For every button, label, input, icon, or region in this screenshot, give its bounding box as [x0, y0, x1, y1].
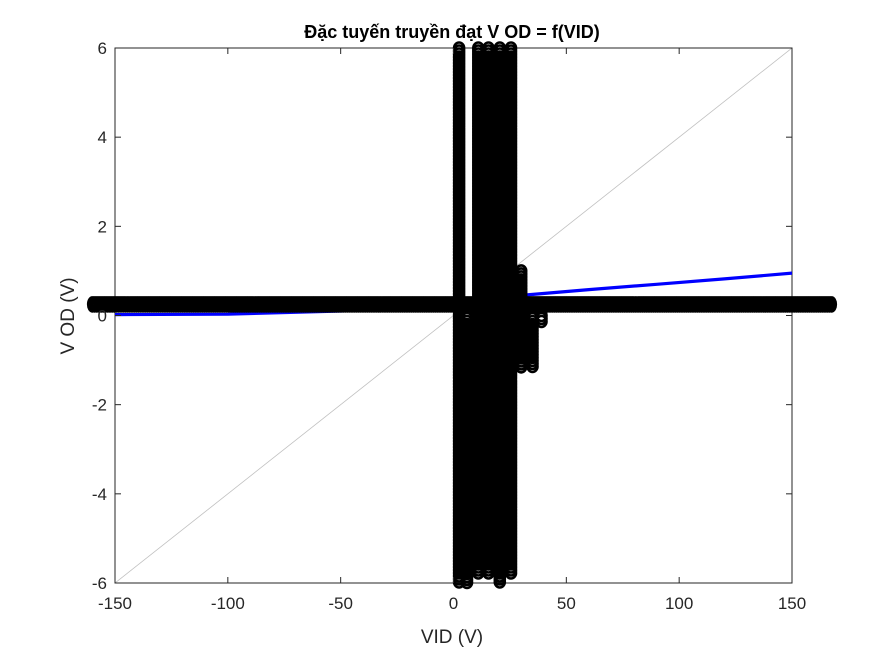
- marker-point: [526, 359, 539, 374]
- marker-point: [460, 575, 474, 590]
- x-tick-label: -100: [211, 594, 245, 613]
- y-tick-label: 4: [98, 128, 107, 147]
- x-tick-label: 0: [449, 594, 458, 613]
- y-axis-label: V OD (V): [58, 277, 79, 354]
- chart-title: Đặc tuyến truyền đạt V OD = f(VID): [304, 22, 600, 42]
- y-tick-label: -6: [92, 574, 107, 593]
- x-tick-label: 50: [557, 594, 576, 613]
- marker-point: [493, 575, 507, 589]
- y-tick-label: 6: [98, 39, 107, 58]
- x-axis-label: VID (V): [421, 627, 483, 648]
- marker-point: [826, 296, 838, 313]
- y-tick-label: -4: [92, 485, 107, 504]
- marker-column-series: [452, 41, 548, 590]
- x-tick-label: 100: [665, 594, 693, 613]
- series-layer: [86, 41, 838, 590]
- y-tick-label: 0: [98, 307, 107, 326]
- x-tick-label: 150: [778, 594, 806, 613]
- x-tick-label: -50: [328, 594, 353, 613]
- y-tick-label: 2: [98, 217, 107, 236]
- x-axis: -150 -100 -50 0 50 100 150: [98, 48, 806, 613]
- x-tick-label: -150: [98, 594, 132, 613]
- marker-point: [535, 314, 548, 329]
- y-axis: -6 -4 -2 0 2 4 6: [92, 39, 792, 593]
- marker-point: [504, 566, 518, 580]
- y-tick-label: -2: [92, 396, 107, 415]
- marker-point: [514, 360, 528, 374]
